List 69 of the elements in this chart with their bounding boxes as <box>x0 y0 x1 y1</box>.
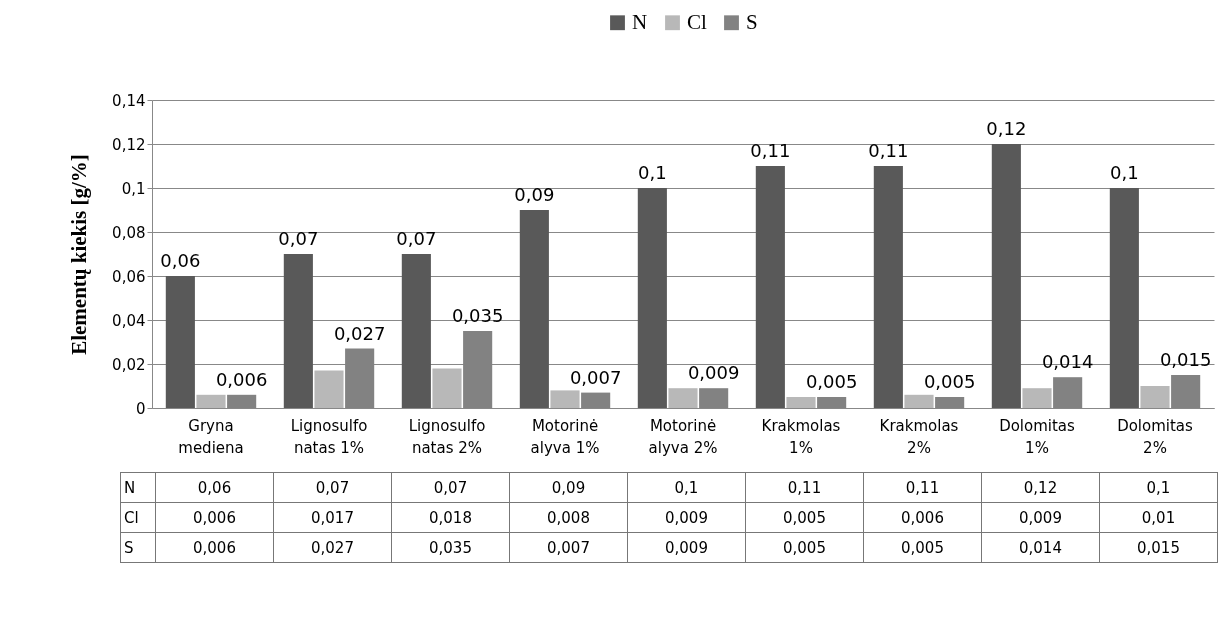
text: 0,015 <box>1159 349 1212 370</box>
text: 0,07 <box>278 228 319 249</box>
data-label: 0,015 <box>1099 532 1218 563</box>
data-label: 0,11 <box>745 472 864 503</box>
data-label: 0,035 <box>391 532 510 563</box>
data-label: 0,12 <box>981 472 1100 503</box>
y-tick-label: 0,1 <box>121 179 146 198</box>
x-tick-label: Krakmolas 1% <box>761 416 841 457</box>
x-tick-label: Motorinė alyva 1% <box>530 416 600 457</box>
text: 0,12 <box>986 118 1027 139</box>
data-label: 0,11 <box>863 472 982 503</box>
text: 0,005 <box>923 371 976 392</box>
x-tick-label: Dolomitas 1% <box>999 416 1076 457</box>
legend-label: N <box>632 9 648 34</box>
y-axis-title: Elementų kiekis [g/%] <box>67 154 92 355</box>
data-label: 0,006 <box>155 532 274 563</box>
data-label: 0,009 <box>981 502 1100 533</box>
data-label: 0,01 <box>1099 502 1218 533</box>
y-tick-label: 0,02 <box>112 355 146 374</box>
text: 0,11 <box>750 140 791 161</box>
text: 0,09 <box>514 184 555 205</box>
text: 0,07 <box>396 228 437 249</box>
x-tick-label: Gryna mediena <box>178 416 244 457</box>
data-label: 0,06 <box>155 472 274 503</box>
y-tick-label: 0,06 <box>112 267 146 286</box>
y-tick-label: 0,14 <box>112 91 146 110</box>
x-tick-label: Dolomitas 2% <box>1117 416 1194 457</box>
legend-label: Cl <box>687 9 708 34</box>
text: 0,1 <box>1110 162 1139 183</box>
text: 0,06 <box>160 250 201 271</box>
text: 0,014 <box>1041 351 1094 373</box>
data-label: 0,006 <box>863 502 982 533</box>
data-label: 0,07 <box>273 472 392 503</box>
data-label: 0,1 <box>1099 472 1218 503</box>
text: 0,035 <box>451 305 504 326</box>
data-label: 0,1 <box>627 472 746 503</box>
text: 0,009 <box>687 362 740 384</box>
y-tick-label: 0 <box>135 399 146 418</box>
legend-label: S <box>746 9 758 34</box>
text: N <box>124 478 136 497</box>
data-label: 0,09 <box>509 472 628 503</box>
text: 0,1 <box>638 162 667 183</box>
data-label: 0,07 <box>391 472 510 503</box>
data-label: 0,014 <box>981 532 1100 563</box>
data-label: 0,005 <box>863 532 982 563</box>
y-tick-label: 0,04 <box>112 311 146 330</box>
text: 0,005 <box>805 371 858 392</box>
data-label: 0,006 <box>155 502 274 533</box>
text: 0,027 <box>333 322 386 344</box>
x-tick-label: Motorinė alyva 2% <box>648 416 718 457</box>
data-label: 0,017 <box>273 502 392 533</box>
text: S <box>124 538 134 557</box>
data-label: 0,009 <box>627 502 746 533</box>
text: 0,006 <box>215 368 268 390</box>
y-tick-label: 0,08 <box>112 223 146 242</box>
data-label: 0,027 <box>273 532 392 563</box>
data-label: 0,005 <box>745 532 864 563</box>
data-label: 0,005 <box>745 502 864 533</box>
data-label: 0,007 <box>509 532 628 563</box>
data-label: 0,009 <box>627 532 746 563</box>
y-tick-label: 0,12 <box>112 135 146 154</box>
text: 0,007 <box>569 366 622 388</box>
text: 0,11 <box>868 140 909 161</box>
text: Cl <box>124 508 139 527</box>
x-tick-label: Lignosulfonatas 2% <box>408 416 486 457</box>
data-label: 0,018 <box>391 502 510 533</box>
x-tick-label: Lignosulfonatas 1% <box>290 416 368 457</box>
data-label: 0,008 <box>509 502 628 533</box>
x-tick-label: Krakmolas 2% <box>879 416 959 457</box>
